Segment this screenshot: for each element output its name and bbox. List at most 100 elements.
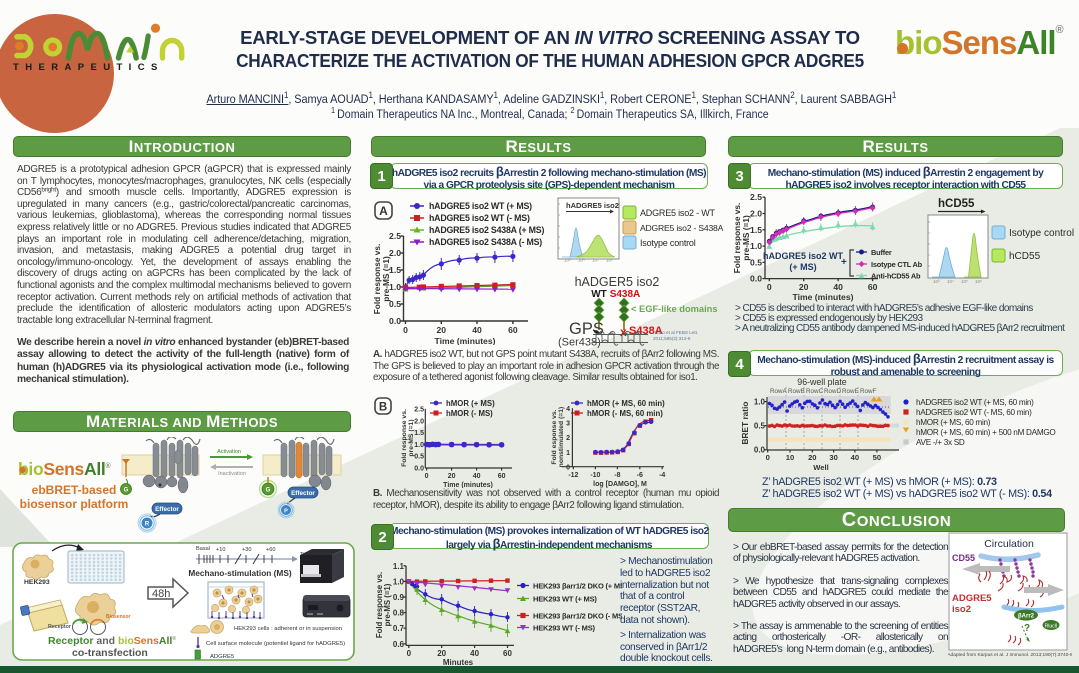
svg-text:S438A: S438A [629, 325, 663, 337]
svg-text:Well: Well [813, 463, 828, 472]
svg-text:Fold response vs.: Fold response vs. [372, 244, 382, 315]
svg-text:10³: 10³ [933, 279, 940, 284]
svg-text:20: 20 [799, 282, 809, 292]
svg-text:0.5: 0.5 [750, 257, 762, 267]
svg-text:-12: -12 [568, 472, 578, 479]
svg-text:AVE -/+ 3x SD: AVE -/+ 3x SD [916, 438, 965, 447]
svg-text:ebBRET-based: ebBRET-based [32, 483, 117, 497]
svg-text:CD55: CD55 [952, 553, 975, 563]
svg-text:log [DAMGO], M: log [DAMGO], M [593, 481, 647, 488]
svg-text:3: 3 [566, 421, 570, 428]
svg-text:pre-MS (=1): pre-MS (=1) [408, 419, 415, 456]
svg-text:hADGRE5 iso2 WT (+ MS, 60 min): hADGRE5 iso2 WT (+ MS, 60 min) [916, 398, 1034, 407]
svg-text:hCD55: hCD55 [938, 198, 975, 210]
svg-text:ADGRE5: ADGRE5 [210, 654, 235, 660]
svg-text:40: 40 [470, 649, 479, 658]
svg-text:hADGRE5 iso2 WT: hADGRE5 iso2 WT [763, 251, 844, 261]
svg-text:HEK293: HEK293 [24, 579, 50, 586]
svg-text:Isotype CTL Ab: Isotype CTL Ab [871, 260, 923, 269]
svg-text:2: 2 [566, 435, 570, 442]
svg-text:10⁴: 10⁴ [578, 258, 585, 263]
svg-text:-8: -8 [614, 472, 620, 479]
svg-text:1.0: 1.0 [754, 397, 766, 406]
svg-text:60: 60 [503, 649, 512, 658]
svg-text:hMOR (+ MS): hMOR (+ MS) [446, 399, 495, 408]
svg-text:hADGRE5 iso2 WT (- MS): hADGRE5 iso2 WT (- MS) [429, 213, 530, 223]
svg-text:96-well plate: 96-well plate [797, 377, 846, 387]
svg-text:1.0: 1.0 [414, 442, 424, 449]
svg-text:20: 20 [808, 453, 816, 462]
svg-text:10⁶: 10⁶ [606, 258, 613, 263]
svg-text:+: + [841, 257, 847, 268]
svg-text:0.7: 0.7 [393, 624, 405, 633]
svg-text:hMOR (- MS, 60 min): hMOR (- MS, 60 min) [587, 409, 663, 418]
svg-text:Time (minutes): Time (minutes) [793, 292, 854, 302]
svg-text:pre-MS (=1): pre-MS (=1) [383, 583, 392, 626]
svg-text:40: 40 [851, 453, 859, 462]
svg-text:?: ? [1024, 623, 1030, 634]
svg-text:1: 1 [566, 450, 570, 457]
svg-text:Fold response vs.: Fold response vs. [375, 572, 384, 638]
svg-text:Anti-hCD55 Ab: Anti-hCD55 Ab [871, 272, 921, 281]
svg-text:0.0: 0.0 [754, 446, 766, 455]
svg-text:0.6: 0.6 [393, 640, 405, 649]
svg-text:0.0: 0.0 [750, 274, 762, 284]
svg-text:0: 0 [766, 453, 770, 462]
svg-text:hADGER5 iso2: hADGER5 iso2 [575, 275, 660, 289]
svg-text:10: 10 [786, 453, 794, 462]
svg-text:Biosensor: Biosensor [106, 614, 131, 620]
svg-text:1.0: 1.0 [393, 577, 405, 586]
svg-text:0.5: 0.5 [754, 422, 766, 431]
svg-text:Fold response vs.: Fold response vs. [732, 203, 742, 274]
svg-text:1.0: 1.0 [389, 282, 401, 292]
svg-text:40: 40 [473, 473, 481, 480]
svg-text:Inactivation: Inactivation [218, 471, 246, 477]
svg-text:2011;585(2):313-8: 2011;585(2):313-8 [653, 336, 691, 341]
svg-text:Time (minutes): Time (minutes) [435, 336, 496, 345]
svg-text:0: 0 [407, 649, 412, 658]
svg-text:Fold esponse vs.: Fold esponse vs. [551, 409, 558, 464]
svg-text:hADGRE5 iso2 WT (+ MS): hADGRE5 iso2 WT (+ MS) [429, 201, 532, 211]
svg-text:0.8: 0.8 [393, 609, 405, 618]
svg-text:Effector: Effector [291, 490, 315, 497]
svg-text:Basal: Basal [196, 546, 210, 552]
svg-text:HEK293 cells : adherent or in: HEK293 cells : adherent or in suspension [234, 626, 342, 632]
svg-text:ADGRE5: ADGRE5 [952, 593, 992, 604]
svg-text:10⁴: 10⁴ [947, 279, 954, 284]
svg-text:10⁵: 10⁵ [592, 258, 599, 263]
svg-text:40: 40 [472, 325, 482, 335]
svg-text:Isotype control: Isotype control [640, 238, 696, 248]
svg-text:2.0: 2.0 [750, 209, 762, 219]
svg-text:Effector: Effector [155, 506, 179, 513]
svg-text:Adapted from Karpus et al. J I: Adapted from Karpus et al. J Immunol. 20… [948, 652, 1072, 658]
svg-text:0.0: 0.0 [389, 316, 401, 326]
svg-text:< EGF-like domains: < EGF-like domains [631, 304, 718, 314]
svg-text:0: 0 [425, 473, 429, 480]
svg-text:S438A: S438A [610, 289, 641, 300]
svg-text:(Ser438): (Ser438) [558, 337, 601, 349]
svg-text:10³: 10³ [564, 258, 571, 263]
svg-text:Minutes: Minutes [443, 658, 474, 665]
svg-text:RowB: RowB [788, 388, 805, 395]
svg-text:40: 40 [833, 282, 843, 292]
svg-text:2.5: 2.5 [389, 231, 401, 241]
svg-text:2.0: 2.0 [389, 248, 401, 258]
svg-text:0.0: 0.0 [414, 466, 424, 473]
svg-text:Activation: Activation [217, 449, 241, 455]
svg-text:+30: +30 [242, 547, 252, 553]
svg-text:20: 20 [437, 325, 447, 335]
svg-text:HEK293 WT (+ MS): HEK293 WT (+ MS) [533, 595, 597, 604]
svg-text:2.0: 2.0 [414, 418, 424, 425]
svg-text:60: 60 [868, 282, 878, 292]
svg-text:1.1: 1.1 [393, 562, 405, 571]
svg-text:-4: -4 [659, 472, 665, 479]
svg-text:1.5: 1.5 [414, 430, 424, 437]
svg-text:48h: 48h [152, 588, 170, 600]
svg-text:10⁶: 10⁶ [975, 279, 982, 284]
svg-text:Hsiao et al FEBS Lett.: Hsiao et al FEBS Lett. [653, 330, 698, 335]
svg-text:50: 50 [873, 453, 881, 462]
svg-text:2.5: 2.5 [750, 192, 762, 202]
svg-text:ADGRE5 iso2 - S438A: ADGRE5 iso2 - S438A [640, 223, 724, 233]
svg-text:60: 60 [508, 325, 518, 335]
svg-text:Mechano-stimulation (MS): Mechano-stimulation (MS) [188, 568, 291, 578]
